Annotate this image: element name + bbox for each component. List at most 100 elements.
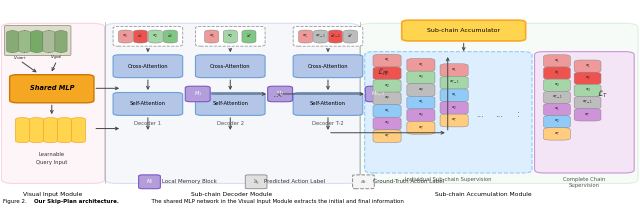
Text: $\mathcal{L}_N$: $\mathcal{L}_N$ — [377, 66, 388, 78]
FancyBboxPatch shape — [574, 84, 601, 97]
FancyBboxPatch shape — [118, 30, 132, 43]
FancyBboxPatch shape — [360, 23, 638, 184]
FancyBboxPatch shape — [373, 117, 401, 130]
Text: $a_1$: $a_1$ — [585, 62, 591, 70]
Text: $\hat{a}_t$: $\hat{a}_t$ — [253, 177, 260, 187]
Text: Self-Attention: Self-Attention — [130, 101, 166, 106]
FancyBboxPatch shape — [574, 60, 601, 72]
Text: Supervision: Supervision — [569, 183, 600, 188]
Text: $a_T$: $a_T$ — [451, 117, 457, 124]
Text: $a_1$: $a_1$ — [209, 33, 214, 40]
Text: Ground-Truth Action Label: Ground-Truth Action Label — [372, 179, 444, 184]
FancyBboxPatch shape — [205, 30, 219, 43]
Text: $a_T$: $a_T$ — [584, 111, 591, 119]
FancyBboxPatch shape — [293, 55, 363, 78]
FancyBboxPatch shape — [29, 118, 44, 143]
FancyBboxPatch shape — [10, 75, 94, 103]
Text: $a_{T-1}$: $a_{T-1}$ — [449, 79, 460, 87]
Text: $\hat{a}_1$: $\hat{a}_1$ — [554, 69, 560, 77]
Text: $a_T$: $a_T$ — [418, 124, 424, 131]
FancyBboxPatch shape — [407, 109, 435, 122]
Text: Predicted Action Label: Predicted Action Label — [264, 179, 325, 184]
Text: ...: ... — [273, 89, 284, 99]
FancyBboxPatch shape — [407, 71, 435, 84]
Text: $a_3$: $a_3$ — [585, 87, 591, 94]
FancyBboxPatch shape — [373, 92, 401, 105]
Text: $a_2$: $a_2$ — [554, 82, 560, 89]
Text: $a_2$: $a_2$ — [384, 120, 390, 127]
Text: $M_{T-2}$: $M_{T-2}$ — [371, 89, 385, 98]
Text: $a_2$: $a_2$ — [585, 75, 591, 82]
Text: $a_1$: $a_1$ — [554, 57, 560, 65]
FancyBboxPatch shape — [574, 72, 601, 85]
Text: The shared MLP network in the Visual Input Module extracts the initial and final: The shared MLP network in the Visual Inp… — [148, 199, 403, 204]
FancyBboxPatch shape — [402, 20, 525, 41]
FancyBboxPatch shape — [58, 118, 72, 143]
FancyBboxPatch shape — [268, 86, 292, 102]
FancyBboxPatch shape — [15, 118, 29, 143]
FancyBboxPatch shape — [113, 92, 182, 115]
Text: Learnable: Learnable — [39, 152, 65, 157]
FancyBboxPatch shape — [344, 30, 357, 43]
FancyBboxPatch shape — [407, 121, 435, 134]
FancyBboxPatch shape — [293, 92, 363, 115]
FancyBboxPatch shape — [1, 23, 105, 184]
Text: Sub-chain Accumulator: Sub-chain Accumulator — [427, 28, 500, 32]
Text: Complete Chain: Complete Chain — [563, 177, 605, 182]
Text: $v_{goal}$: $v_{goal}$ — [51, 54, 63, 63]
Text: $a_{T-1}$: $a_{T-1}$ — [315, 33, 326, 40]
Text: ...: ... — [476, 110, 484, 119]
Text: :: : — [516, 110, 519, 119]
FancyBboxPatch shape — [365, 86, 390, 102]
FancyBboxPatch shape — [19, 31, 31, 53]
Text: $a_p$: $a_p$ — [384, 95, 390, 102]
Text: $a_1$: $a_1$ — [384, 57, 390, 64]
FancyBboxPatch shape — [242, 30, 256, 43]
Text: $\hat{a}_T$: $\hat{a}_T$ — [347, 32, 354, 40]
FancyBboxPatch shape — [543, 67, 570, 79]
Text: $\hat{a}_2$: $\hat{a}_2$ — [167, 32, 173, 40]
Text: $a_1$: $a_1$ — [418, 61, 424, 69]
FancyBboxPatch shape — [6, 31, 19, 53]
Text: Cross-Attention: Cross-Attention — [308, 64, 348, 69]
Text: $a_3$: $a_3$ — [418, 74, 424, 81]
Text: Shared MLP: Shared MLP — [29, 85, 74, 91]
Text: $a_2$: $a_2$ — [554, 118, 560, 126]
FancyBboxPatch shape — [440, 64, 468, 77]
Text: $a_1$: $a_1$ — [451, 92, 457, 99]
FancyBboxPatch shape — [365, 52, 532, 173]
FancyBboxPatch shape — [113, 55, 182, 78]
FancyBboxPatch shape — [195, 55, 265, 78]
Text: $M_2$: $M_2$ — [276, 89, 284, 98]
Text: Sub-chain Decoder Module: Sub-chain Decoder Module — [191, 192, 273, 197]
Text: $a_T$: $a_T$ — [384, 133, 390, 140]
Text: Sub-chain Accumulation Module: Sub-chain Accumulation Module — [435, 192, 531, 197]
Text: $\hat{a}_1$: $\hat{a}_1$ — [384, 70, 390, 77]
FancyBboxPatch shape — [293, 26, 363, 46]
FancyBboxPatch shape — [139, 175, 161, 189]
FancyBboxPatch shape — [44, 118, 58, 143]
Text: Cross-Attention: Cross-Attention — [127, 64, 168, 69]
Text: ...: ... — [495, 110, 503, 119]
Text: $M_i$: $M_i$ — [146, 177, 153, 186]
FancyBboxPatch shape — [195, 26, 265, 46]
FancyBboxPatch shape — [148, 30, 163, 43]
Text: $a_{T-1}$: $a_{T-1}$ — [582, 99, 593, 106]
FancyBboxPatch shape — [373, 80, 401, 92]
Text: Self-Attention: Self-Attention — [310, 101, 346, 106]
FancyBboxPatch shape — [55, 31, 67, 53]
Text: $a_1$: $a_1$ — [554, 106, 560, 113]
Text: $a_1$: $a_1$ — [384, 107, 390, 115]
Text: $a_2$: $a_2$ — [451, 104, 457, 112]
FancyBboxPatch shape — [543, 103, 570, 116]
Text: Self-Attention: Self-Attention — [212, 101, 248, 106]
FancyBboxPatch shape — [4, 26, 71, 56]
FancyBboxPatch shape — [440, 114, 468, 127]
Text: $\hat{a}_{T-2}$: $\hat{a}_{T-2}$ — [330, 32, 341, 40]
FancyBboxPatch shape — [373, 54, 401, 67]
FancyBboxPatch shape — [373, 105, 401, 118]
FancyBboxPatch shape — [534, 52, 634, 173]
FancyBboxPatch shape — [245, 175, 267, 189]
FancyBboxPatch shape — [407, 84, 435, 96]
FancyBboxPatch shape — [353, 175, 374, 189]
